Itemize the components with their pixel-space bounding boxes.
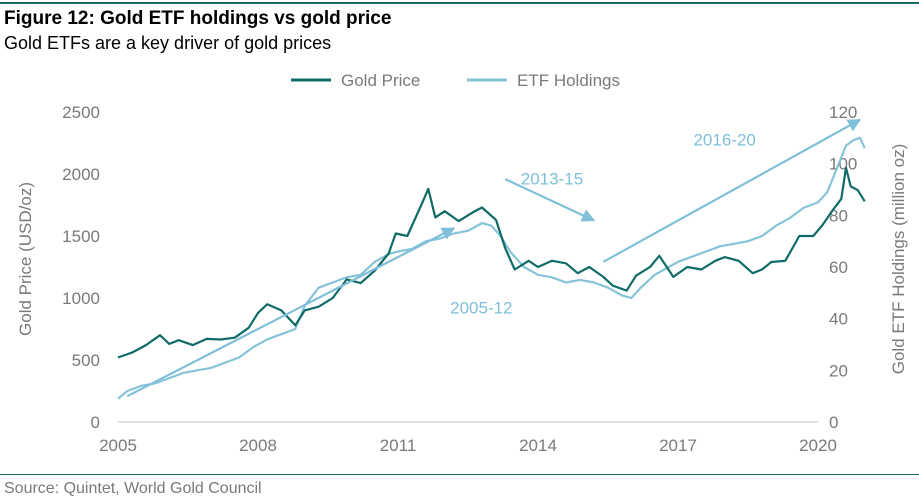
x-tick-4: 2017 <box>659 436 697 455</box>
y-left-tick-5: 2500 <box>62 103 100 122</box>
y-left-tick-2: 1000 <box>62 289 100 308</box>
figure-subtitle: Gold ETFs are a key driver of gold price… <box>4 33 332 53</box>
x-tick-1: 2008 <box>239 436 277 455</box>
annotation-arrow-2005-12 <box>126 227 456 398</box>
y-left-axis-title: Gold Price (USD/oz) <box>16 182 35 336</box>
top-rule <box>0 2 919 4</box>
y-left-tick-1: 500 <box>72 351 100 370</box>
legend-label-gold-price: Gold Price <box>341 71 420 90</box>
x-tick-2: 2011 <box>380 436 417 455</box>
chart-area: Gold Price ETF Holdings 0500100015002000… <box>16 71 908 455</box>
series-line-gold-price <box>117 166 866 359</box>
y-right-tick-3: 60 <box>829 258 848 277</box>
annotation-label-2005-12: 2005-12 <box>450 299 512 318</box>
y-left-tick-3: 1500 <box>62 227 100 246</box>
y-right-axis-title: Gold ETF Holdings (million oz) <box>889 144 908 375</box>
figure-title: Figure 12: Gold ETF holdings vs gold pri… <box>4 8 392 29</box>
x-tick-3: 2014 <box>519 436 557 455</box>
legend: Gold Price ETF Holdings <box>291 71 620 90</box>
y-left-tick-labels: 0 500 1000 1500 2000 2500 <box>62 103 100 432</box>
y-right-tick-6: 120 <box>829 103 857 122</box>
annotation-arrow-2016-20 <box>602 118 862 263</box>
x-tick-labels: 2005 2008 2011 2014 2017 2020 <box>99 436 837 455</box>
y-right-tick-2: 40 <box>829 310 848 329</box>
y-left-tick-4: 2000 <box>62 165 100 184</box>
bottom-rule <box>0 474 919 475</box>
x-tick-0: 2005 <box>99 436 137 455</box>
annotation-label-2013-15: 2013-15 <box>521 169 583 188</box>
series-line-etf-holdings <box>117 136 866 400</box>
y-right-tick-4: 80 <box>829 206 848 225</box>
y-left-tick-0: 0 <box>91 413 100 432</box>
annotations: 2005-12 2013-15 2016-20 <box>126 118 862 398</box>
legend-label-etf-holdings: ETF Holdings <box>517 71 620 90</box>
y-right-tick-1: 20 <box>829 361 848 380</box>
x-tick-5: 2020 <box>799 436 837 455</box>
annotation-label-2016-20: 2016-20 <box>693 131 755 150</box>
source-note: Source: Quintet, World Gold Council <box>4 480 262 497</box>
annotation-arrow-2013-15 <box>504 178 596 222</box>
y-right-tick-5: 100 <box>829 155 857 174</box>
y-right-tick-0: 0 <box>829 413 838 432</box>
